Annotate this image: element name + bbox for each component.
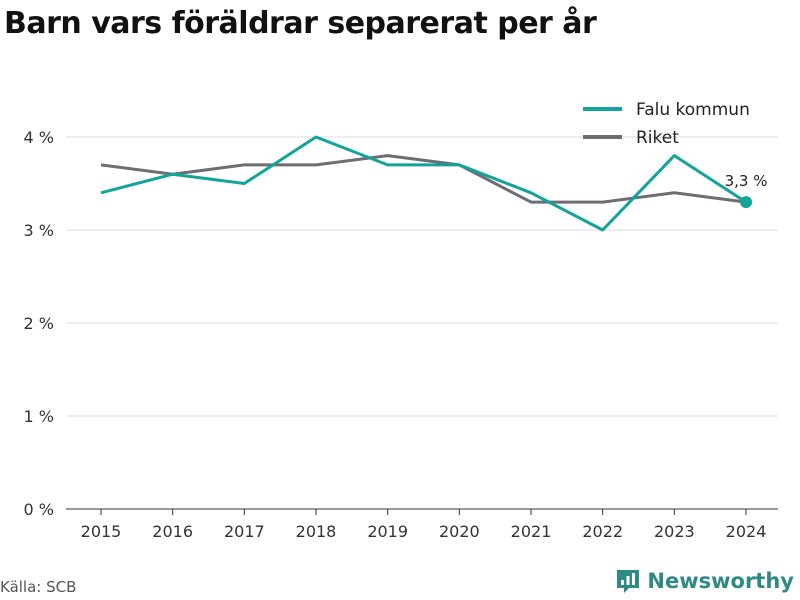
x-tick-label: 2019 — [367, 522, 408, 541]
end-value-label: 3,3 % — [725, 172, 768, 190]
gridlines — [66, 136, 778, 417]
x-tick-label: 2021 — [511, 522, 552, 541]
x-tick-label: 2018 — [296, 522, 337, 541]
x-tick-label: 2020 — [439, 522, 480, 541]
newsworthy-logo-icon — [617, 570, 640, 593]
source-note: Källa: SCB — [0, 578, 77, 596]
y-tick-label: 2 % — [24, 314, 54, 333]
x-tick-label: 2024 — [726, 522, 767, 541]
series-line — [100, 135, 747, 232]
y-tick-label: 0 % — [24, 500, 54, 519]
legend-label: Riket — [636, 128, 679, 148]
x-tick-label: 2016 — [152, 522, 193, 541]
legend: Falu kommun Riket — [583, 100, 750, 148]
legend-label: Falu kommun — [636, 100, 750, 120]
chart-title: Barn vars föräldrar separerat per år — [4, 6, 597, 41]
x-tick-label: 2017 — [224, 522, 265, 541]
x-axis: 2015 2016 2017 2018 2019 2020 2021 2022 2023 2024 — [66, 508, 778, 541]
y-tick-label: 1 % — [24, 407, 54, 426]
x-tick-label: 2023 — [654, 522, 695, 541]
y-axis: 0 % 1 % 2 % 3 % 4 % — [24, 128, 54, 519]
series-lines: 3,3 % — [100, 135, 768, 232]
brand-name: Newsworthy — [647, 569, 794, 593]
series-line — [100, 154, 747, 204]
x-tick-label: 2015 — [81, 522, 122, 541]
x-tick-label: 2022 — [582, 522, 623, 541]
y-tick-label: 4 % — [24, 128, 54, 147]
y-tick-label: 3 % — [24, 221, 54, 240]
brand-logo: Newsworthy — [615, 568, 794, 594]
end-point-marker — [740, 196, 753, 209]
